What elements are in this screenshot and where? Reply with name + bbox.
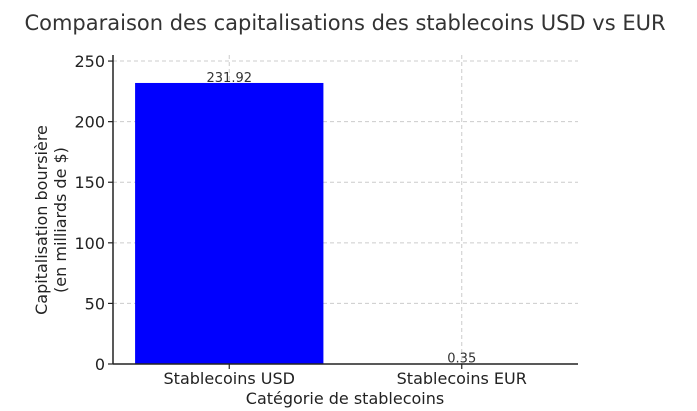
axes (112, 55, 578, 365)
ticks: 0 50 100 150 200 250 Stablecoins USD Stablecoin… (74, 52, 526, 388)
y-tick-label: 150 (74, 173, 105, 192)
y-axis-label: Capitalisation boursière (en milliards d… (32, 125, 70, 315)
bar-value-label: 231.92 (207, 71, 253, 86)
y-tick-label: 250 (74, 52, 105, 71)
y-tick-label: 200 (74, 113, 105, 132)
chart-title: Comparaison des capitalisations des stab… (24, 11, 665, 35)
bar (135, 82, 324, 364)
y-axis-label-line1: Capitalisation boursière (32, 125, 51, 315)
x-axis-label: Catégorie de stablecoins (246, 389, 444, 408)
y-tick-label: 100 (74, 234, 105, 253)
x-tick-label: Stablecoins USD (164, 369, 295, 388)
y-tick-label: 50 (85, 294, 105, 313)
data-labels: 231.92 0.35 (207, 71, 477, 367)
x-tick-label: Stablecoins EUR (397, 369, 527, 388)
bar-value-label: 0.35 (447, 352, 476, 367)
bars (135, 82, 556, 365)
y-axis-label-line2: (en milliards de $) (51, 147, 70, 293)
y-tick-label: 0 (95, 355, 105, 374)
